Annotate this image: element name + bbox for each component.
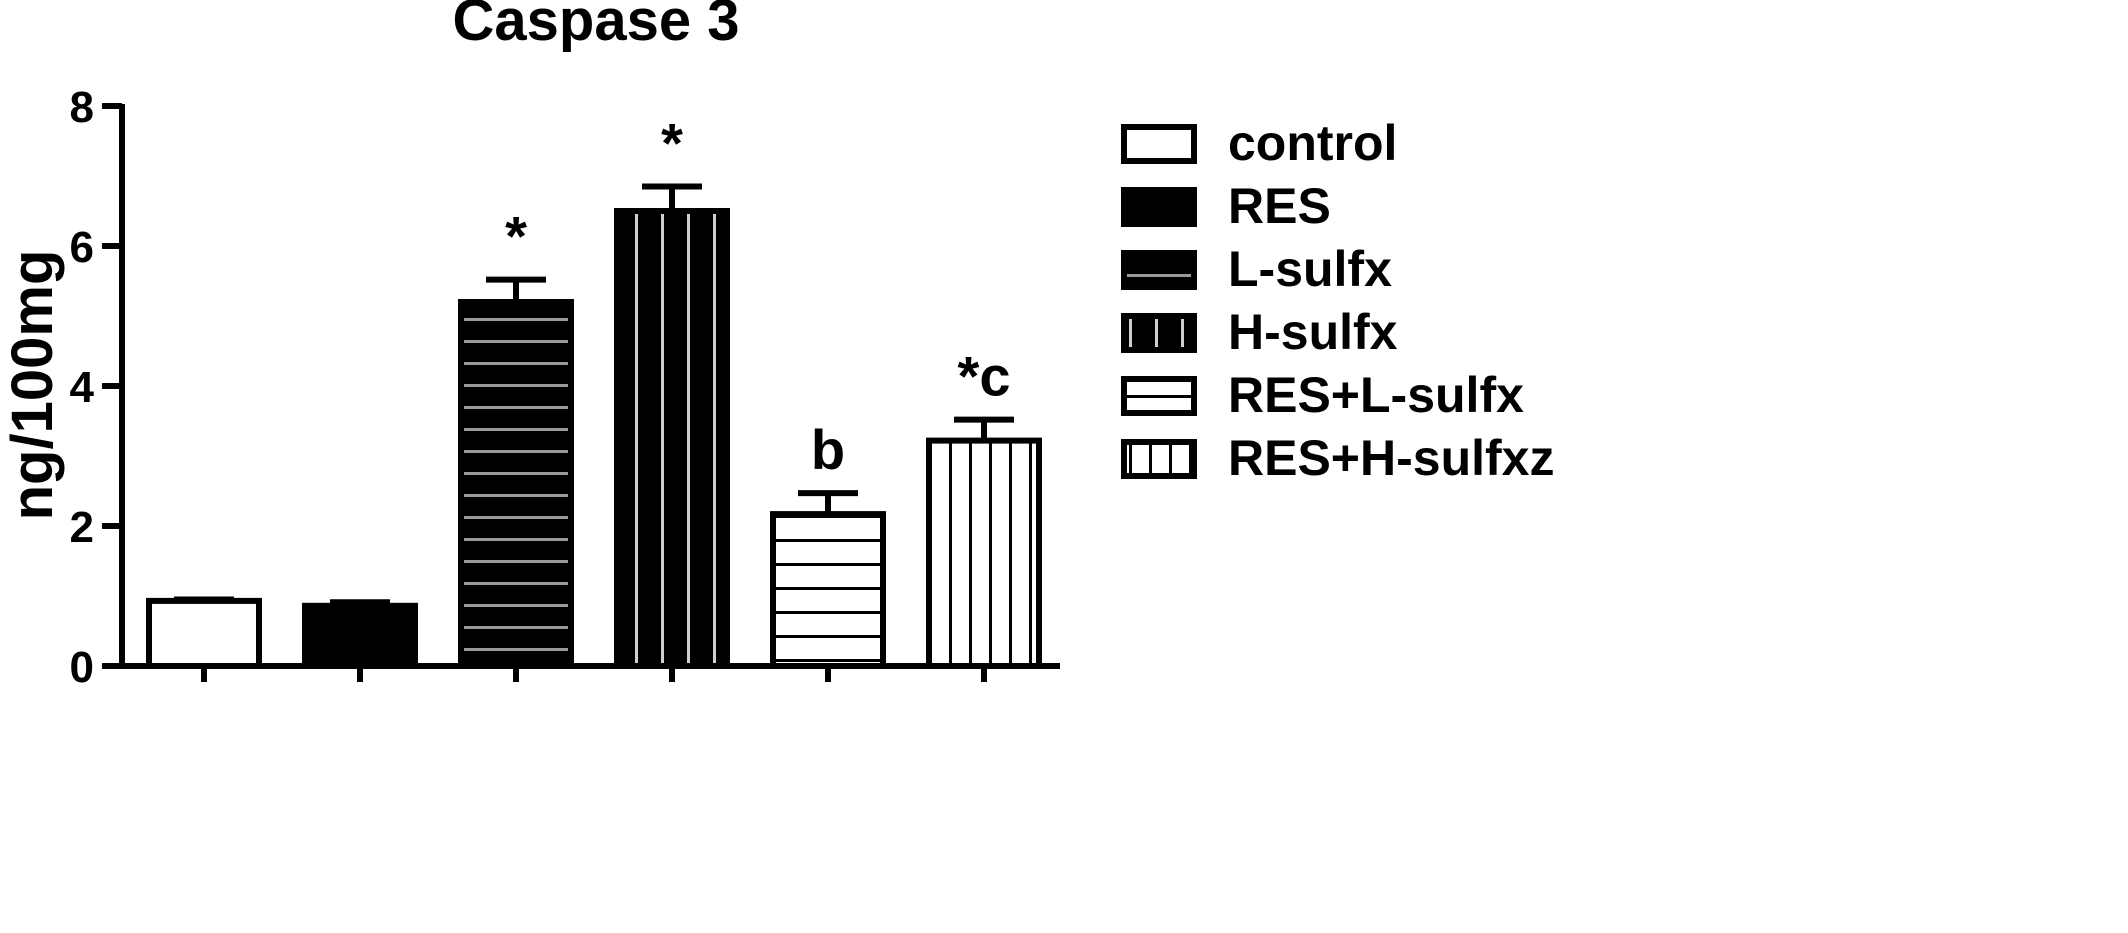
- legend-swatch: [1121, 439, 1197, 479]
- axes: 0 2 4 6 8: [70, 83, 1060, 692]
- legend-label: RES+L-sulfx: [1228, 367, 1524, 423]
- legend-label: L-sulfx: [1228, 241, 1392, 297]
- bar-group-res-l-sulfx: b: [770, 418, 886, 682]
- bar: [614, 208, 730, 669]
- legend-swatch: [1121, 376, 1197, 416]
- significance-label: b: [811, 418, 845, 481]
- y-axis-label: ng/100mg: [0, 250, 65, 521]
- chart-title: Caspase 3: [453, 0, 740, 53]
- legend-swatch: [1121, 250, 1197, 290]
- legend-entry: RES+H-sulfxz: [1121, 430, 1554, 486]
- legend-entry: RES+L-sulfx: [1121, 367, 1524, 423]
- legend-swatch: [1121, 124, 1197, 164]
- bar-group-res: [302, 599, 418, 682]
- legend-label: RES: [1228, 178, 1331, 234]
- legend-entry: L-sulfx: [1121, 241, 1392, 297]
- bar-group-res-h-sulfxz: *c: [926, 345, 1042, 682]
- y-tick-label: 8: [70, 83, 94, 132]
- y-tick-label: 0: [70, 643, 94, 692]
- bar-group-control: [146, 596, 262, 682]
- significance-label: *: [505, 205, 527, 268]
- y-tick-label: 4: [70, 363, 95, 412]
- bar-group-l-sulfx: *: [458, 205, 574, 682]
- legend-label: control: [1228, 115, 1397, 171]
- bar: [926, 437, 1042, 669]
- legend-entry: H-sulfx: [1121, 304, 1398, 360]
- bar: [302, 602, 418, 669]
- significance-label: *c: [958, 345, 1011, 408]
- bar-group-h-sulfx: *: [614, 112, 730, 682]
- legend-label: H-sulfx: [1228, 304, 1398, 360]
- legend-swatch: [1121, 187, 1197, 227]
- bar: [770, 511, 886, 669]
- legend-entry: RES: [1121, 178, 1331, 234]
- y-tick-label: 2: [70, 503, 94, 552]
- bars: * * b *c: [146, 112, 1042, 682]
- legend: control RES L-sulfx H-sulfx RES+L-sulfx RES+H…: [1121, 115, 1554, 486]
- legend-entry: control: [1121, 115, 1397, 171]
- bar: [458, 299, 574, 669]
- legend-label: RES+H-sulfxz: [1228, 430, 1554, 486]
- significance-label: *: [661, 112, 683, 175]
- legend-swatch: [1121, 313, 1197, 353]
- bar: [146, 597, 262, 670]
- y-tick-label: 6: [70, 223, 94, 272]
